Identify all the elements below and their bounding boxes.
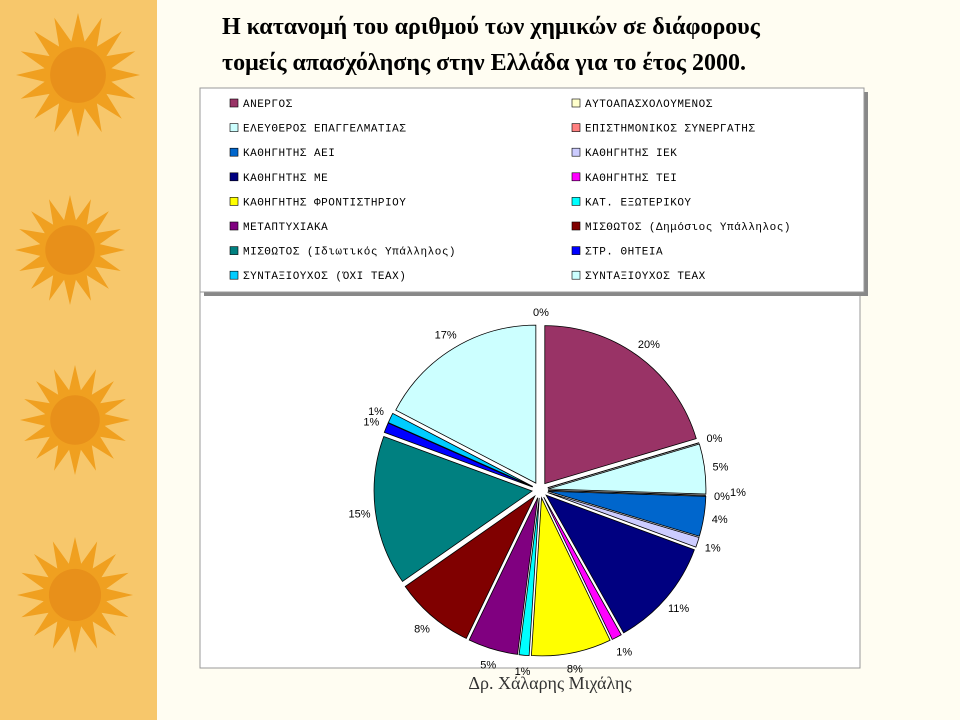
legend-label: ΣΤΡ. ΘΗΤΕΙΑ: [585, 247, 663, 259]
legend-swatch: [229, 123, 239, 132]
legend-label: ΕΛΕΥΘΕΡΟΣ ΕΠΑΓΓΕΛΜΑΤΙΑΣ: [243, 124, 406, 136]
pie-slice: [383, 422, 533, 488]
slice-label: 0%: [714, 491, 730, 503]
legend-swatch: [571, 98, 581, 108]
slice-label: 17%: [435, 329, 457, 341]
pie-slice: [518, 497, 540, 657]
pie-slice: [547, 442, 700, 489]
legend-swatch: [571, 123, 581, 132]
pie-slice: [373, 435, 533, 582]
legend-label: ΣΥΝΤΑΞΙΟΥΧΟΣ ΤΕΑΧ: [585, 271, 706, 283]
pie-slice: [547, 443, 707, 495]
slice-label: 8%: [567, 664, 583, 676]
legend-swatch: [571, 246, 581, 255]
legend-label: ΕΠΙΣΤΗΜΟΝΙΚΟΣ ΣΥΝΕΡΓΑΤΗΣ: [585, 124, 755, 136]
legend-box: [199, 87, 865, 293]
legend-swatch: [229, 172, 239, 182]
slice-label: 1%: [368, 406, 384, 418]
legend-label: ΚΑΘΗΓΗΤΗΣ ΜΕ: [243, 173, 328, 185]
slice-label: 20%: [638, 339, 660, 351]
legend-label: ΚΑΘΗΓΗΤΗΣ ΙΕΚ: [585, 148, 677, 160]
legend-label: ΚΑΘΗΓΗΤΗΣ ΦΡΟΝΤΙΣΤΗΡΙΟΥ: [243, 197, 406, 209]
legend-label: ΜΕΤΑΠΤΥΧΙΑΚΑ: [243, 222, 328, 234]
footer: Δρ. Χάλαρης Μιχάλης: [468, 673, 631, 693]
pie-slice: [395, 324, 537, 484]
slice-label: 8%: [414, 624, 430, 636]
pie-slice: [544, 325, 697, 485]
pie-slice: [404, 494, 536, 639]
legend-swatch: [229, 270, 239, 280]
legend-label: ΚΑΘΗΓΗΤΗΣ ΑΕΙ: [243, 148, 335, 160]
slice-label: 0%: [707, 433, 723, 445]
sun-core: [45, 225, 95, 275]
legend-label: ΑΝΕΡΓΟΣ: [243, 99, 293, 111]
legend-label: ΑΥΤΟΑΠΑΣΧΟΛΟΥΜΕΝΟΣ: [585, 99, 713, 111]
legend-swatch: [571, 197, 581, 206]
pie-slice: [547, 490, 707, 537]
pie-slice: [547, 489, 706, 496]
sun-core: [50, 395, 100, 445]
legend-swatch: [229, 147, 239, 157]
legend-swatch: [571, 147, 581, 157]
slice-label: 1%: [515, 666, 531, 678]
legend-label: ΣΥΝΤΑΞΙΟΥΧΟΣ (ΌΧΙ ΤΕΑΧ): [243, 271, 406, 283]
sun-core: [48, 568, 102, 622]
slice-label: 1%: [705, 542, 721, 554]
pie-slice: [543, 496, 622, 640]
slice-label: 1%: [616, 646, 632, 658]
pie-slice: [545, 494, 695, 634]
title-line: τομείς απασχόλησης στην Ελλάδα για το έτ…: [222, 50, 746, 76]
legend-swatch: [571, 270, 581, 280]
slice-label: 1%: [363, 417, 379, 429]
legend-swatch: [571, 221, 581, 231]
slice-label: 5%: [480, 659, 496, 671]
legend-swatch: [571, 172, 581, 182]
legend-label: ΜΙΣΘΩΤΟΣ (Ιδιωτικός Υπάλληλος): [243, 247, 456, 259]
legend-swatch: [229, 197, 239, 206]
pie-slice: [387, 412, 533, 487]
slice-label: 4%: [712, 514, 728, 526]
legend-swatch: [229, 246, 239, 255]
slice-label: 15%: [348, 508, 370, 520]
title-line: Η κατανομή του αριθμού των χημικών σε δι…: [222, 14, 761, 40]
legend-label: ΚΑΤ. ΕΞΩΤΕΡΙΚΟΥ: [585, 197, 692, 209]
legend-swatch: [229, 221, 239, 231]
legend-swatch: [229, 98, 239, 108]
legend-label: ΜΙΣΘΩΤΟΣ (Δημόσιος Υπάλληλος): [585, 222, 791, 234]
sun-core: [50, 47, 106, 103]
pie-slice: [547, 492, 700, 548]
slice-label: 11%: [668, 603, 689, 615]
slice-label: 1%: [730, 487, 746, 499]
pie-slice: [468, 497, 539, 655]
slice-label: 5%: [713, 462, 729, 474]
slice-label: 0%: [533, 307, 549, 319]
pie-slice: [530, 496, 611, 657]
legend-label: ΚΑΘΗΓΗΤΗΣ ΤΕΙ: [585, 173, 677, 185]
